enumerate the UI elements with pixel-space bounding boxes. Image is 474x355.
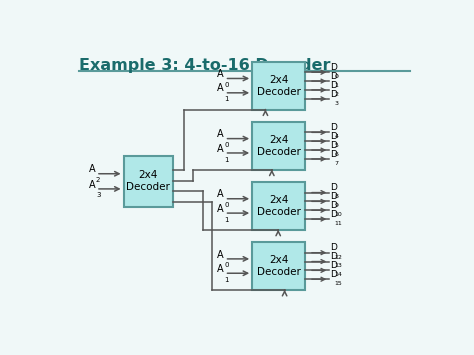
Text: 2x4: 2x4 <box>269 195 289 205</box>
FancyBboxPatch shape <box>55 39 431 320</box>
Text: D: D <box>330 89 337 99</box>
Bar <box>252 182 305 230</box>
Bar <box>252 62 305 110</box>
Text: A: A <box>89 164 95 174</box>
Text: D: D <box>330 261 337 270</box>
Text: D: D <box>330 201 337 210</box>
Text: 2x4: 2x4 <box>269 75 289 84</box>
Text: D: D <box>330 244 337 252</box>
Bar <box>124 156 173 207</box>
Text: Decoder: Decoder <box>257 87 301 97</box>
Text: 2: 2 <box>334 92 338 97</box>
Text: 0: 0 <box>225 262 229 268</box>
Text: 2x4: 2x4 <box>269 255 289 265</box>
Text: 2x4: 2x4 <box>138 170 158 180</box>
Text: 0: 0 <box>225 82 229 88</box>
Text: 0: 0 <box>225 142 229 148</box>
Text: 0: 0 <box>334 74 338 79</box>
Bar <box>252 122 305 170</box>
Text: 3: 3 <box>96 192 100 198</box>
Text: Decoder: Decoder <box>127 182 170 192</box>
Text: 2: 2 <box>96 177 100 183</box>
Text: D: D <box>330 123 337 132</box>
Text: 1: 1 <box>225 157 229 163</box>
Text: 4: 4 <box>334 134 338 139</box>
Text: Example 3: 4-to-16 Decoder: Example 3: 4-to-16 Decoder <box>80 58 331 73</box>
Text: 1: 1 <box>334 83 338 88</box>
Text: D: D <box>330 63 337 72</box>
Text: 1: 1 <box>225 96 229 102</box>
Text: D: D <box>330 150 337 159</box>
Text: A: A <box>217 250 224 260</box>
Text: D: D <box>330 270 337 279</box>
Text: D: D <box>330 132 337 141</box>
Text: 1: 1 <box>225 217 229 223</box>
Text: A: A <box>217 189 224 200</box>
Text: A: A <box>217 144 224 154</box>
Text: 2x4: 2x4 <box>269 135 289 145</box>
Text: 12: 12 <box>334 255 342 260</box>
Text: D: D <box>330 210 337 219</box>
Text: D: D <box>330 192 337 201</box>
Text: 5: 5 <box>334 143 338 148</box>
Text: 8: 8 <box>334 195 338 200</box>
Text: 13: 13 <box>334 263 342 268</box>
Text: D: D <box>330 183 337 192</box>
Text: 15: 15 <box>334 281 342 286</box>
Text: D: D <box>330 81 337 90</box>
Text: A: A <box>89 180 95 190</box>
Text: D: D <box>330 72 337 81</box>
Text: 9: 9 <box>334 203 338 208</box>
Text: A: A <box>217 83 224 93</box>
Text: A: A <box>217 264 224 274</box>
Text: 14: 14 <box>334 272 342 277</box>
Text: A: A <box>217 129 224 139</box>
Text: 1: 1 <box>225 277 229 283</box>
Text: D: D <box>330 141 337 150</box>
Text: A: A <box>217 69 224 79</box>
Text: 10: 10 <box>334 212 342 217</box>
Text: 11: 11 <box>334 221 342 226</box>
Text: Decoder: Decoder <box>257 267 301 277</box>
Text: Decoder: Decoder <box>257 147 301 157</box>
Text: 6: 6 <box>334 152 338 157</box>
Text: 0: 0 <box>225 202 229 208</box>
Text: 3: 3 <box>334 101 338 106</box>
Text: Decoder: Decoder <box>257 207 301 217</box>
Text: 7: 7 <box>334 161 338 166</box>
Text: A: A <box>217 204 224 214</box>
Bar <box>252 242 305 290</box>
Text: D: D <box>330 252 337 261</box>
